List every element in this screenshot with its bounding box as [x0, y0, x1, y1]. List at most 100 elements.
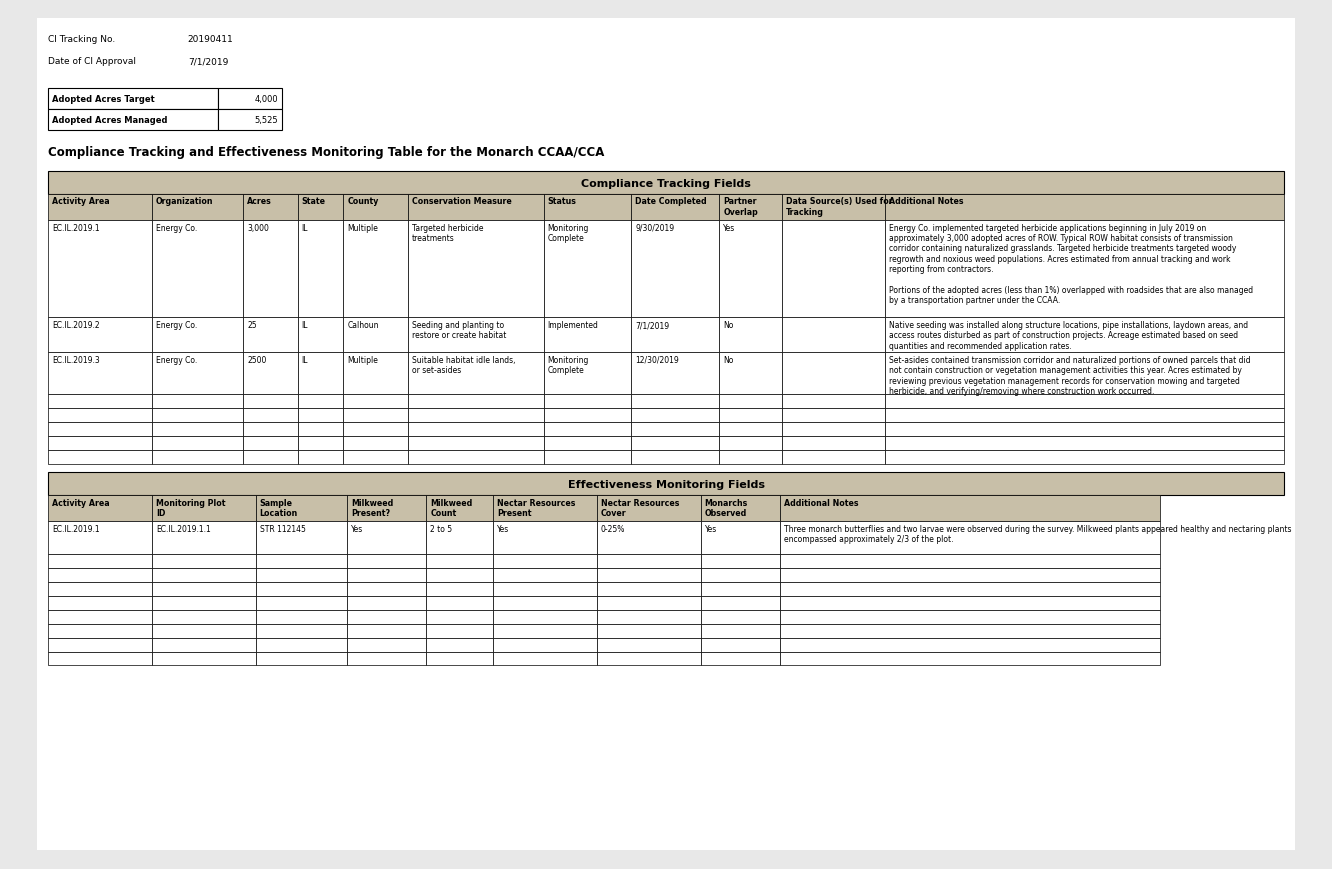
Bar — [884, 195, 1284, 221]
Text: Acres: Acres — [248, 197, 272, 206]
Bar — [256, 652, 348, 666]
Bar — [719, 195, 782, 221]
Text: Date of CI Approval: Date of CI Approval — [48, 57, 136, 66]
Bar — [152, 408, 244, 422]
Bar — [348, 554, 426, 568]
Bar — [426, 568, 493, 582]
Bar — [348, 624, 426, 638]
Bar — [348, 495, 426, 521]
Bar — [719, 221, 782, 318]
Bar — [631, 195, 719, 221]
Text: 0-25%: 0-25% — [601, 524, 625, 533]
Bar — [631, 395, 719, 408]
Bar — [256, 624, 348, 638]
Bar — [543, 318, 631, 353]
Text: Nectar Resources
Cover: Nectar Resources Cover — [601, 498, 679, 517]
Bar — [152, 638, 256, 652]
Bar — [48, 610, 152, 624]
Text: Energy Co. implemented targeted herbicide applications beginning in July 2019 on: Energy Co. implemented targeted herbicid… — [888, 223, 1253, 305]
Bar — [426, 652, 493, 666]
Bar — [256, 554, 348, 568]
Text: EC.IL.2019.2: EC.IL.2019.2 — [52, 321, 100, 329]
Bar — [48, 395, 152, 408]
Bar — [543, 195, 631, 221]
Bar — [701, 554, 779, 568]
Bar — [297, 195, 344, 221]
Bar — [782, 436, 884, 450]
Text: Multiple: Multiple — [348, 355, 378, 364]
Bar — [152, 395, 244, 408]
Bar — [493, 568, 597, 582]
Bar — [701, 582, 779, 596]
Text: 5,525: 5,525 — [254, 116, 278, 124]
Text: 12/30/2019: 12/30/2019 — [635, 355, 679, 364]
Text: Yes: Yes — [352, 524, 364, 533]
Bar — [256, 495, 348, 521]
Bar — [348, 596, 426, 610]
Bar — [408, 195, 543, 221]
Text: IL: IL — [301, 321, 308, 329]
Bar — [344, 195, 408, 221]
Bar — [701, 652, 779, 666]
Bar — [779, 610, 1160, 624]
Bar — [779, 582, 1160, 596]
Bar — [597, 596, 701, 610]
Bar — [297, 318, 344, 353]
Bar — [348, 568, 426, 582]
Bar — [297, 436, 344, 450]
Bar — [48, 318, 152, 353]
Text: County: County — [348, 197, 378, 206]
Text: Energy Co.: Energy Co. — [156, 321, 197, 329]
Bar — [48, 109, 218, 130]
Bar — [597, 638, 701, 652]
Bar — [543, 408, 631, 422]
Bar — [701, 568, 779, 582]
Bar — [244, 422, 297, 436]
Bar — [48, 495, 152, 521]
Bar — [543, 436, 631, 450]
Bar — [631, 318, 719, 353]
Bar — [244, 195, 297, 221]
Text: Compliance Tracking and Effectiveness Monitoring Table for the Monarch CCAA/CCA: Compliance Tracking and Effectiveness Mo… — [48, 146, 605, 159]
Bar — [782, 221, 884, 318]
Bar — [344, 408, 408, 422]
Text: EC.IL.2019.3: EC.IL.2019.3 — [52, 355, 100, 364]
Bar — [493, 495, 597, 521]
Bar — [631, 221, 719, 318]
Bar — [48, 582, 152, 596]
Text: Targeted herbicide
treatments: Targeted herbicide treatments — [412, 223, 484, 242]
Bar — [782, 395, 884, 408]
Bar — [719, 408, 782, 422]
Bar — [701, 624, 779, 638]
Text: 9/30/2019: 9/30/2019 — [635, 223, 674, 232]
Text: Monitoring Plot
ID: Monitoring Plot ID — [156, 498, 225, 517]
Bar — [426, 582, 493, 596]
Text: 2500: 2500 — [248, 355, 266, 364]
Bar — [426, 495, 493, 521]
Bar — [493, 624, 597, 638]
Bar — [426, 596, 493, 610]
Bar — [152, 318, 244, 353]
Bar — [884, 422, 1284, 436]
Bar — [493, 554, 597, 568]
Text: State: State — [301, 197, 325, 206]
Bar — [48, 89, 218, 109]
Bar — [48, 450, 152, 464]
Bar — [493, 582, 597, 596]
Bar — [152, 610, 256, 624]
Text: Sample
Location: Sample Location — [260, 498, 298, 517]
Bar — [782, 195, 884, 221]
Bar — [48, 221, 152, 318]
Bar — [348, 521, 426, 554]
Bar — [297, 221, 344, 318]
Bar — [779, 596, 1160, 610]
Text: Monarchs
Observed: Monarchs Observed — [705, 498, 747, 517]
Bar — [48, 554, 152, 568]
Bar — [543, 353, 631, 395]
Bar — [48, 172, 1284, 195]
Bar — [48, 638, 152, 652]
Bar — [244, 353, 297, 395]
Bar — [543, 422, 631, 436]
Bar — [779, 652, 1160, 666]
Bar — [779, 521, 1160, 554]
